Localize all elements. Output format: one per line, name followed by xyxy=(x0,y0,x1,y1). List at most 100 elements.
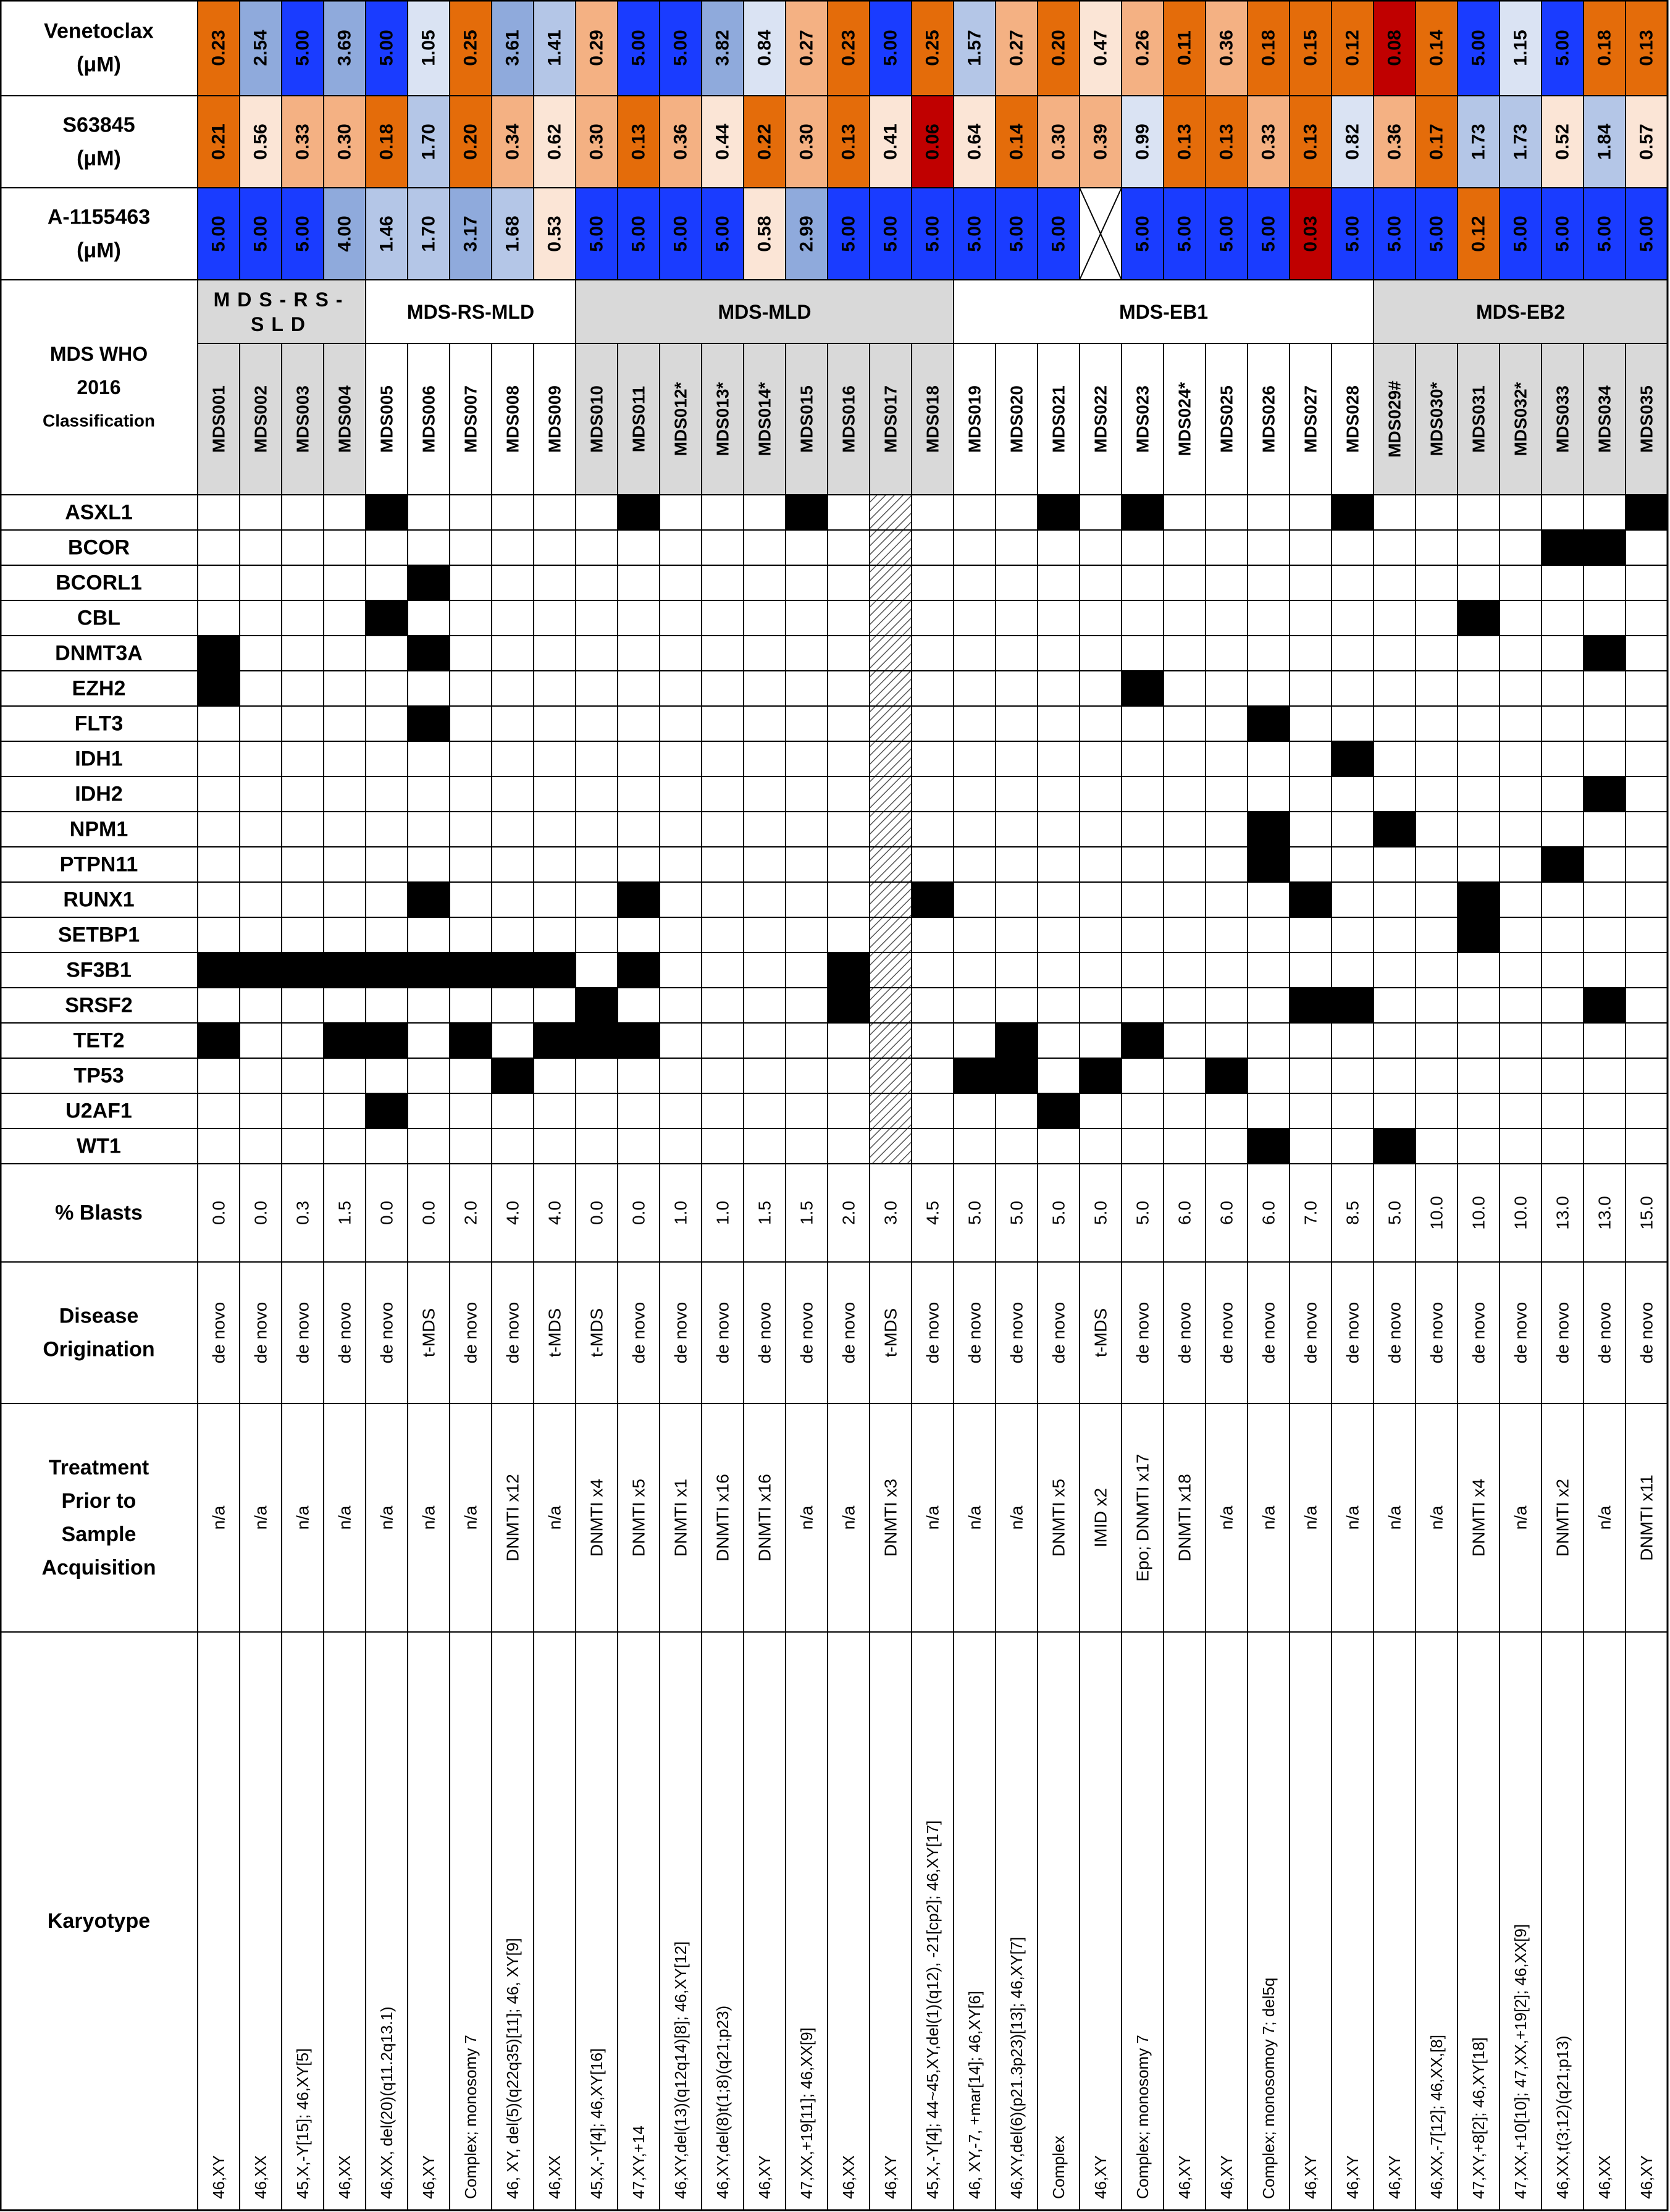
mutation-cell xyxy=(239,811,282,847)
mutation-cell xyxy=(953,917,996,953)
mutation-cell xyxy=(281,846,324,883)
karyotype-cell xyxy=(617,1631,660,2211)
ic50-value: 2.99 xyxy=(797,216,817,251)
mutation-cell xyxy=(1037,952,1080,988)
ic50-value: 0.29 xyxy=(587,30,607,65)
mutation-cell xyxy=(1331,846,1374,883)
mutation-cell xyxy=(1583,776,1626,812)
mutation-cell xyxy=(533,1058,576,1094)
ic50-value: 5.00 xyxy=(377,30,397,65)
treatment-cell xyxy=(491,1403,534,1633)
mutation-cell xyxy=(1079,1093,1122,1129)
mutation-cell xyxy=(827,1022,870,1059)
not-sequenced xyxy=(869,1093,912,1129)
mutation-cell xyxy=(953,565,996,601)
mutation-cell xyxy=(533,565,576,601)
mutation-cell xyxy=(743,1022,786,1059)
mutation-cell xyxy=(617,494,660,531)
mutation-cell xyxy=(197,1022,240,1059)
mutation-cell xyxy=(701,811,744,847)
mutation-cell xyxy=(365,494,408,531)
mutation-cell xyxy=(1079,635,1122,671)
blasts-value: 0.3 xyxy=(293,1201,313,1225)
mutation-cell xyxy=(449,811,492,847)
mutation-cell xyxy=(617,600,660,636)
row-header: Karyotype xyxy=(48,1909,150,1933)
mutation-cell xyxy=(533,987,576,1024)
mutation-cell xyxy=(239,600,282,636)
mutation-cell xyxy=(1499,987,1542,1024)
mutation-cell xyxy=(1415,705,1458,742)
blasts-value: 8.5 xyxy=(1343,1201,1362,1225)
ic50-value: 5.00 xyxy=(1469,30,1489,65)
ic50-cell xyxy=(1289,187,1332,280)
mutation-cell xyxy=(1037,494,1080,531)
ic50-cell xyxy=(1205,0,1248,96)
sample-id: MDS011 xyxy=(629,386,648,452)
mutation-cell xyxy=(1037,1058,1080,1094)
origination-cell xyxy=(785,1261,828,1404)
ic50-value: 5.00 xyxy=(1217,216,1237,251)
mutation-cell xyxy=(743,811,786,847)
ic50-value: 5.00 xyxy=(587,216,607,251)
sample-id: MDS028 xyxy=(1343,385,1362,453)
origination-cell xyxy=(743,1261,786,1404)
origination-value: de novo xyxy=(755,1302,774,1364)
ic50-cell xyxy=(407,0,450,96)
karyotype-value: 46,XY xyxy=(755,2155,774,2199)
gene-name: PTPN11 xyxy=(60,853,138,877)
mutation-cell xyxy=(491,1128,534,1164)
sample-id: MDS033 xyxy=(1553,385,1572,453)
sample-id: MDS021 xyxy=(1049,385,1068,453)
mutation-cell xyxy=(1205,1058,1248,1094)
karyotype-value: 45,X,-Y[4]; 44~45,XY,del(1)(q12), -21[cp… xyxy=(923,1820,942,2199)
gene-name: ASXL1 xyxy=(65,501,133,524)
origination-value: t-MDS xyxy=(1091,1308,1110,1357)
blasts-value: 10.0 xyxy=(1427,1196,1446,1230)
mutation-cell xyxy=(827,846,870,883)
mutation-cell xyxy=(197,1058,240,1094)
gene-name: TP53 xyxy=(73,1064,124,1088)
treatment-value: n/a xyxy=(1259,1505,1278,1529)
treatment-value: DNMTI x11 xyxy=(1637,1474,1656,1561)
sample-id: MDS015 xyxy=(797,385,816,453)
mutation-cell xyxy=(197,600,240,636)
mutation-cell xyxy=(575,1128,618,1164)
ic50-value: 0.56 xyxy=(251,124,271,159)
origination-value: de novo xyxy=(839,1302,858,1364)
mutation-cell xyxy=(197,705,240,742)
blasts-value: 6.0 xyxy=(1259,1201,1278,1225)
mutation-cell xyxy=(575,635,618,671)
origination-value: de novo xyxy=(713,1302,732,1364)
missing-cross xyxy=(1079,187,1122,280)
mutation-cell xyxy=(1625,705,1668,742)
karyotype-cell xyxy=(1247,1631,1290,2211)
mutation-cell xyxy=(1541,811,1584,847)
mutation-cell xyxy=(1541,670,1584,707)
karyotype-value: 45,X,-Y[15]; 46,XY[5] xyxy=(293,2048,312,2199)
mutation-cell xyxy=(533,776,576,812)
blasts-cell xyxy=(323,1163,366,1263)
karyotype-cell xyxy=(869,1631,912,2211)
mutation-cell xyxy=(1583,1128,1626,1164)
karyotype-cell xyxy=(827,1631,870,2211)
ic50-value: 0.84 xyxy=(755,30,775,66)
mutation-cell xyxy=(533,635,576,671)
sample-cell xyxy=(1625,343,1668,495)
blasts-cell xyxy=(701,1163,744,1263)
row-header-cell xyxy=(0,1163,198,1263)
blasts-value: 0.0 xyxy=(377,1201,397,1225)
mutation-cell xyxy=(323,635,366,671)
mutation-cell xyxy=(239,952,282,988)
ic50-cell xyxy=(659,95,702,188)
mutation-cell xyxy=(1373,670,1416,707)
treatment-cell xyxy=(1415,1403,1458,1633)
mutation-cell xyxy=(1331,635,1374,671)
ic50-cell xyxy=(281,0,324,96)
gene-name: SETBP1 xyxy=(58,923,140,947)
mutation-cell xyxy=(449,635,492,671)
mutation-cell xyxy=(1373,741,1416,777)
karyotype-cell xyxy=(1373,1631,1416,2211)
ic50-value: 0.13 xyxy=(629,124,649,159)
gene-name: BCOR xyxy=(68,536,130,560)
